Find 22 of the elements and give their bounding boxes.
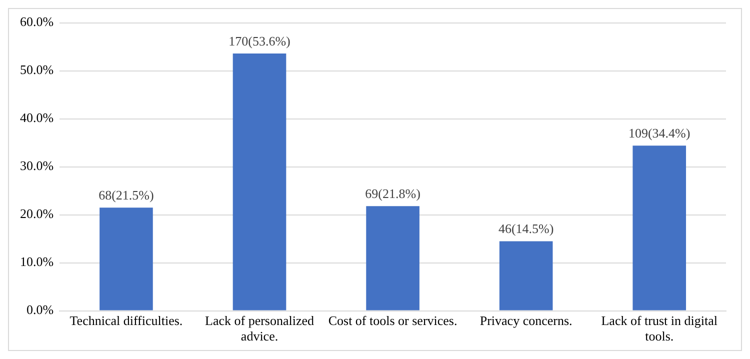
y-tick-label: 10.0% bbox=[20, 254, 54, 270]
y-tick-label: 20.0% bbox=[20, 206, 54, 222]
y-tick-label: 50.0% bbox=[20, 62, 54, 78]
data-label: 68(21.5%) bbox=[98, 188, 154, 203]
data-label: 46(14.5%) bbox=[498, 221, 554, 236]
bar bbox=[100, 208, 153, 310]
x-tick-label: Privacy concerns. bbox=[480, 313, 572, 328]
bar bbox=[499, 241, 553, 310]
data-label: 170(53.6%) bbox=[228, 33, 290, 48]
bar bbox=[366, 206, 420, 310]
y-tick-label: 60.0% bbox=[20, 14, 54, 30]
x-tick-label: Cost of tools or services. bbox=[328, 313, 458, 328]
x-tick-label: Technical difficulties. bbox=[70, 313, 183, 328]
x-tick-label: Lack of trust in digital tools. bbox=[601, 313, 718, 344]
y-tick-label: 0.0% bbox=[26, 302, 54, 318]
bar bbox=[232, 54, 286, 310]
data-label: 109(34.4%) bbox=[628, 126, 690, 141]
x-tick-label: Lack of personalized advice. bbox=[205, 313, 314, 344]
bar bbox=[632, 146, 686, 310]
y-tick-label: 30.0% bbox=[20, 158, 54, 174]
y-tick-label: 40.0% bbox=[20, 110, 54, 126]
data-label: 69(21.8%) bbox=[365, 186, 420, 202]
